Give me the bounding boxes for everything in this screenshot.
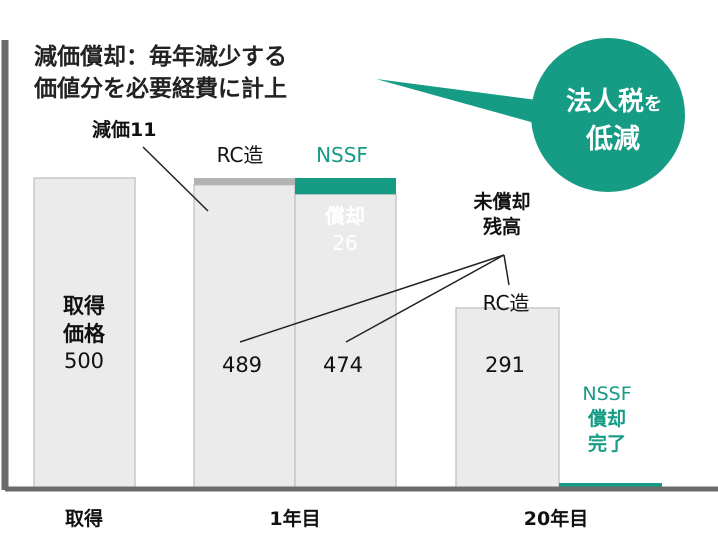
bar-year1-nssf-remaining [294,193,397,490]
bubble-text-line-1: 法人税を [566,87,662,117]
year1-rc-remaining-label: 489 [222,353,262,377]
bubble-text-small: を [644,94,662,115]
bar-year20-nssf-remaining [559,483,662,489]
year1-nssf-remaining-label: 474 [323,353,363,377]
bubble-tail [376,79,560,130]
bar-year20-rc-remaining [455,307,560,490]
remaining-leader-nssf [345,254,505,343]
year1-rc-header: RC造 [217,143,264,167]
remaining-leader-rc [239,254,505,343]
bar-year1-nssf-depreciation [295,178,396,195]
chart-title-line-1: 減価償却：毎年減少する [34,43,287,70]
year20-nssf-label-line-2: 償却 [587,407,626,430]
year20-rc-header: RC造 [483,291,530,315]
x-tick-label-acquisition: 取得 [65,507,103,530]
chart-title-line-2: 価値分を必要経費に計上 [33,75,287,102]
tax-reduction-bubble: 法人税を 低減 [376,38,685,192]
year1-nssf-depreciation-label-line-2: 26 [332,231,357,255]
year1-nssf-header: NSSF [316,143,368,167]
acquisition-label-line-2: 価格 [62,322,106,346]
bar-year1-rc-remaining [193,184,296,490]
bubble-circle [531,38,685,192]
year20-nssf-label-line-3: 完了 [588,432,626,455]
bubble-text-main: 法人税 [566,87,644,117]
remaining-leader-stem [503,254,510,286]
bar-year1-rc-depreciation [194,178,295,185]
x-tick-label-year20: 20年目 [524,507,588,530]
remaining-callout-line-1: 未償却 [472,190,530,213]
x-tick-label-year1: 1年目 [269,507,320,530]
acquisition-label-value: 500 [64,349,104,373]
bubble-text-line-2: 低減 [585,124,640,155]
remaining-callout-line-2: 残高 [483,215,521,238]
bar-acquisition [33,177,136,490]
year20-rc-remaining-label: 291 [485,353,525,377]
year1-nssf-depreciation-label-line-1: 償却 [324,204,365,228]
year1-rc-depreciation-label: 減価11 [92,118,156,141]
year20-nssf-label-line-1: NSSF [582,383,631,405]
rc-depreciation-leader [142,146,209,212]
acquisition-label-line-1: 取得 [63,294,105,318]
